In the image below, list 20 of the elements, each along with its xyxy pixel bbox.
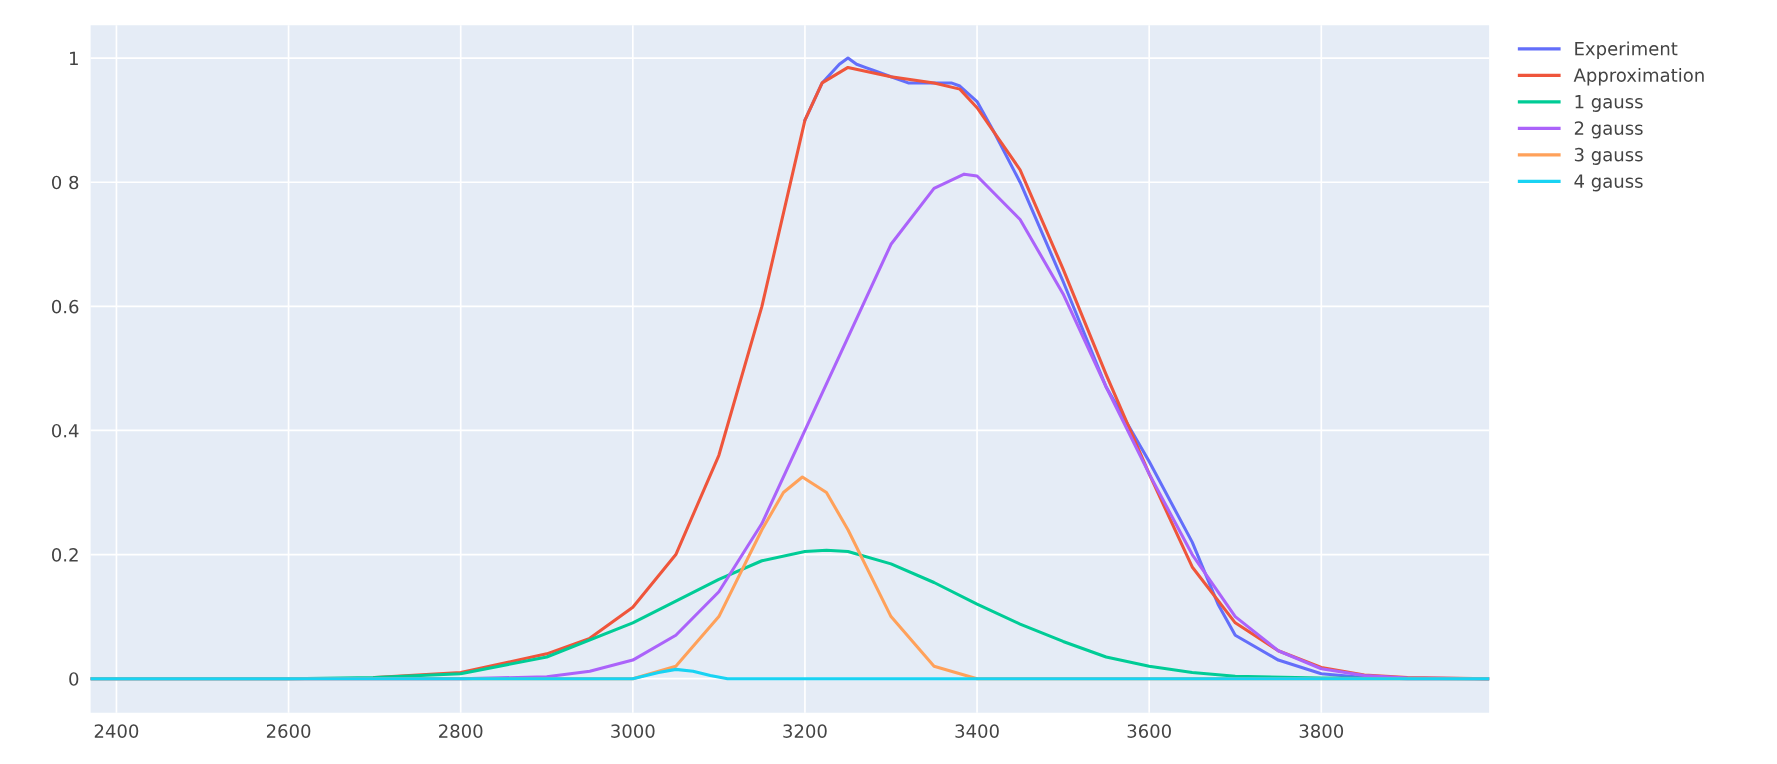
legend-label: 2 gauss bbox=[1574, 121, 1643, 139]
x-tick-label: 3200 bbox=[783, 724, 827, 738]
y-tick-label: 0.4 bbox=[51, 423, 79, 438]
legend-label: 4 gauss bbox=[1574, 174, 1643, 192]
x-tick-label: 3000 bbox=[611, 724, 655, 738]
legend-label: 1 gauss bbox=[1575, 95, 1643, 112]
legend-label: 3 gauss bbox=[1574, 147, 1643, 165]
x-tick-label: 2800 bbox=[439, 724, 483, 738]
x-tick-label: 3800 bbox=[1299, 724, 1344, 738]
x-tick-label: 3600 bbox=[1127, 724, 1171, 738]
legend-label: Experiment bbox=[1575, 41, 1678, 59]
y-tick-label: 0.6 bbox=[51, 299, 79, 314]
y-tick-label: 1 bbox=[70, 51, 78, 65]
x-tick-label: 3400 bbox=[955, 724, 999, 738]
x-tick-label: 2600 bbox=[266, 724, 311, 738]
y-tick-label: 0 8 bbox=[51, 175, 79, 190]
legend-label: Approximation bbox=[1573, 67, 1704, 86]
y-tick-label: 0.2 bbox=[51, 548, 78, 562]
y-tick-label: 0 bbox=[69, 672, 79, 686]
x-tick-label: 2400 bbox=[94, 724, 139, 738]
